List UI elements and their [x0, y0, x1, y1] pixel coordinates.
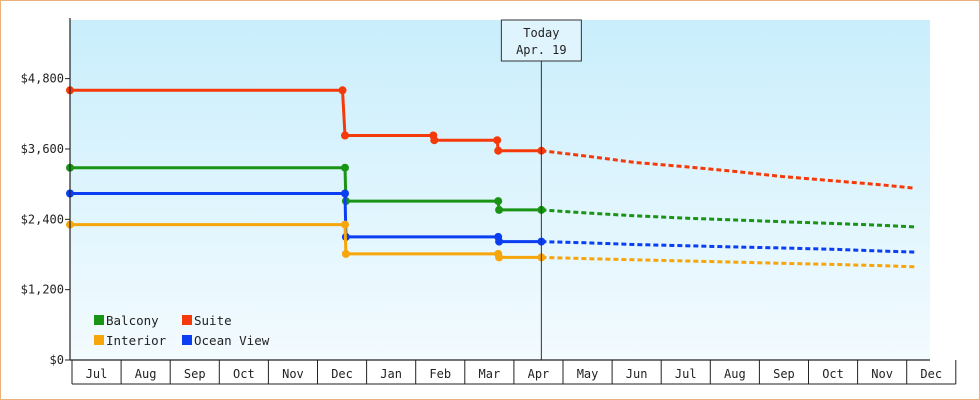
series-line-interior [70, 223, 542, 259]
y-tick-label: $4,800 [21, 72, 64, 86]
data-point-suite [493, 136, 502, 145]
data-point-suite [341, 131, 349, 140]
legend-label: Balcony [106, 313, 159, 328]
data-point-balcony [341, 163, 349, 172]
x-tick-label: Nov [282, 367, 304, 381]
legend-label: Ocean View [194, 333, 270, 348]
legend-swatch [182, 315, 192, 325]
x-tick-label: Jun [626, 367, 648, 381]
x-tick-label: Sep [184, 367, 206, 381]
forecast-line-suite [541, 149, 915, 190]
x-tick-label: Feb [429, 367, 451, 381]
data-point-ocean-view [495, 237, 504, 246]
x-tick-label: Nov [871, 367, 893, 381]
data-point-suite [430, 136, 439, 145]
x-tick-label: Oct [233, 367, 255, 381]
y-tick-label: $3,600 [21, 142, 64, 156]
today-label: Today [523, 26, 559, 40]
legend-label: Suite [194, 313, 232, 328]
data-point-balcony [495, 205, 504, 214]
plot-background [70, 20, 930, 360]
x-tick-label: Apr [528, 367, 550, 381]
data-point-interior [341, 249, 350, 258]
legend-swatch [94, 335, 104, 345]
forecast-line-interior [541, 255, 915, 269]
legend-swatch [94, 315, 104, 325]
x-tick-label: Dec [331, 367, 353, 381]
y-tick-label: $0 [50, 353, 64, 367]
x-tick-label: Jul [675, 367, 697, 381]
x-tick-label: Jan [380, 367, 402, 381]
legend-swatch [182, 335, 192, 345]
series-line-ocean-view [70, 192, 542, 244]
y-tick-label: $2,400 [21, 212, 64, 226]
series-line-balcony [70, 166, 542, 212]
today-date-label: Apr. 19 [516, 43, 567, 57]
x-tick-label: Mar [479, 367, 501, 381]
data-point-suite [494, 146, 503, 155]
data-point-balcony [494, 197, 503, 206]
data-point-ocean-view [341, 189, 349, 198]
x-tick-label: Aug [135, 367, 157, 381]
today-box [500, 19, 582, 62]
legend-label: Interior [106, 333, 167, 348]
y-tick-label: $1,200 [21, 283, 64, 297]
forecast-line-balcony [541, 208, 915, 229]
x-tick-label: Jul [86, 367, 108, 381]
x-tick-label: Sep [773, 367, 795, 381]
x-tick-label: Aug [724, 367, 746, 381]
data-point-interior [495, 253, 504, 262]
x-tick-label: Oct [822, 367, 844, 381]
data-point-suite [338, 86, 347, 95]
forecast-line-ocean-view [541, 240, 915, 254]
x-tick-label: May [577, 367, 599, 381]
data-point-interior [341, 220, 349, 229]
x-tick-label: Dec [920, 367, 942, 381]
